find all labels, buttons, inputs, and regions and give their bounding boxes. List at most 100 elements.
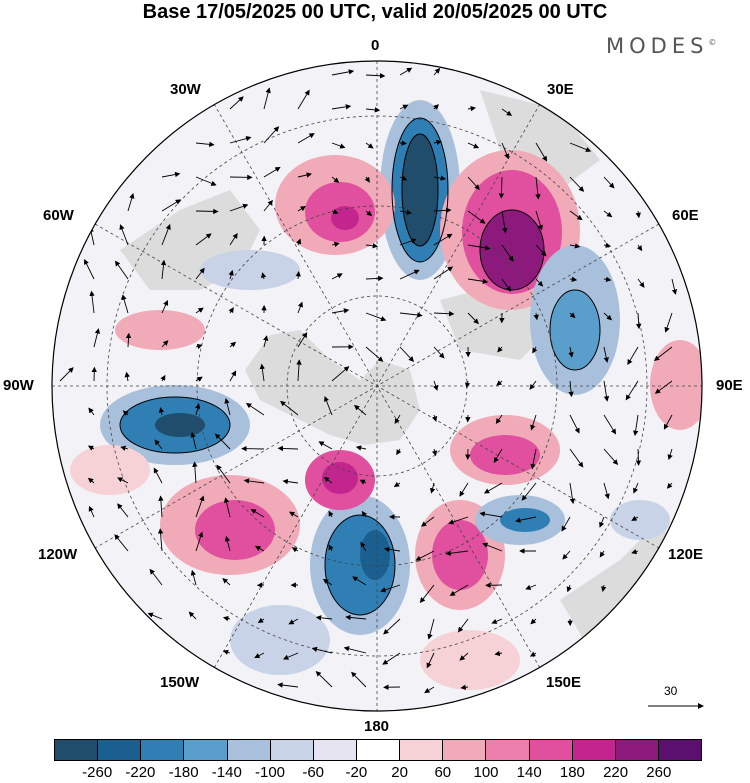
wind-vector [448, 516, 469, 525]
wind-vector [315, 615, 333, 621]
wind-vector [127, 193, 135, 212]
wind-vector [459, 482, 469, 497]
wind-vector [561, 516, 571, 532]
colorbar-segment [658, 740, 702, 760]
map-title: Base 17/05/2025 00 UTC, valid 20/05/2025… [142, 1, 608, 23]
wind-vector [420, 516, 435, 527]
wind-vector [530, 448, 537, 470]
wind-vector [222, 649, 231, 655]
lon-label-180: 180 [364, 718, 390, 735]
wind-vector [467, 210, 486, 224]
wind-vector [603, 482, 610, 500]
wind-vector [295, 271, 301, 280]
wind-vector [228, 307, 234, 314]
lon-label-0: 0 [371, 37, 380, 54]
wind-vector [280, 400, 299, 416]
wind-vector [533, 312, 539, 321]
wind-vector [351, 671, 367, 688]
lon-label-150w: 150W [160, 674, 200, 691]
wind-vector [229, 135, 252, 144]
wind-vector [666, 482, 673, 489]
wind-vector [120, 445, 129, 451]
wind-vector [195, 267, 205, 280]
wind-vector [625, 380, 639, 401]
wind-vector [119, 224, 129, 246]
colorbar-tick-label: -180 [168, 764, 199, 781]
wind-vector [87, 477, 95, 484]
wind-vector [84, 258, 95, 280]
wind-vector [229, 370, 237, 382]
wind-vector [529, 380, 537, 390]
colorbar-tick-label: 220 [603, 764, 629, 781]
wind-vector [535, 244, 547, 257]
wind-vector [331, 273, 343, 280]
wind-vector [89, 290, 95, 314]
wind-vector [399, 104, 409, 110]
wind-vector [190, 569, 197, 586]
wind-vector [254, 652, 265, 659]
colorbar-tick-label: 20 [391, 764, 408, 781]
wind-vector [250, 509, 265, 518]
wind-vector [277, 445, 299, 452]
wind-vector [161, 223, 171, 246]
wind-vector [393, 481, 401, 488]
wind-vector [424, 686, 435, 694]
wind-vector [399, 269, 420, 280]
wind-vector [331, 209, 339, 215]
wind-vector [260, 272, 267, 280]
wind-vector [399, 238, 417, 246]
wind-vector [216, 464, 231, 484]
wind-vector [291, 547, 299, 553]
wind-vector [277, 682, 299, 688]
lon-label-120e: 120E [668, 546, 704, 563]
wind-vector [229, 232, 238, 246]
wind-vector [322, 578, 333, 586]
wind-vector [93, 328, 101, 348]
wind-vector [296, 359, 302, 382]
colorbar-segment [55, 740, 99, 760]
wind-vector [529, 651, 537, 657]
wind-vector [380, 584, 401, 593]
wind-vector [433, 139, 442, 146]
wind-vector [195, 176, 217, 186]
colorbar-tick-label: -220 [125, 764, 156, 781]
wind-vector [603, 346, 609, 363]
colorbar-tick-label: -260 [82, 764, 113, 781]
wind-vector [297, 133, 315, 144]
lon-label-150e: 150E [546, 674, 582, 691]
colorbar-segment [486, 740, 530, 760]
colorbar-ticks: -260 -220 -180 -140 -100 -60 -20 20 60 100 140 180 2… [54, 764, 702, 782]
wind-vector [432, 414, 438, 422]
wind-vector [603, 414, 617, 435]
wind-vector [365, 312, 387, 322]
brand-mark: © [708, 38, 717, 47]
wind-vector [195, 343, 203, 350]
wind-vector [331, 308, 350, 314]
wind-vector [121, 294, 129, 314]
colorbar-tick-label: -60 [302, 764, 325, 781]
wind-vector [653, 346, 673, 361]
wind-vector [160, 259, 167, 280]
wind-vector [262, 335, 269, 348]
wind-vector [331, 142, 346, 149]
brand-text: MODES [606, 34, 709, 58]
wind-vector [288, 618, 299, 625]
wind-vector [352, 576, 367, 586]
wind-vector [530, 618, 537, 625]
wind-vector [569, 482, 576, 505]
lon-label-30e: 30E [547, 81, 574, 98]
wind-vector [223, 497, 231, 518]
wind-vector [569, 210, 583, 221]
wind-vector [467, 105, 476, 112]
wind-vector [399, 209, 412, 215]
wind-vector [188, 611, 197, 620]
wind-vector [257, 617, 265, 623]
wind-vector [297, 206, 306, 212]
wind-vector [259, 363, 265, 382]
wind-vector [315, 670, 333, 688]
wind-vector [343, 646, 367, 654]
wind-vectors [59, 67, 678, 694]
lon-label-90e: 90E [716, 377, 743, 394]
wind-vector [263, 126, 280, 144]
